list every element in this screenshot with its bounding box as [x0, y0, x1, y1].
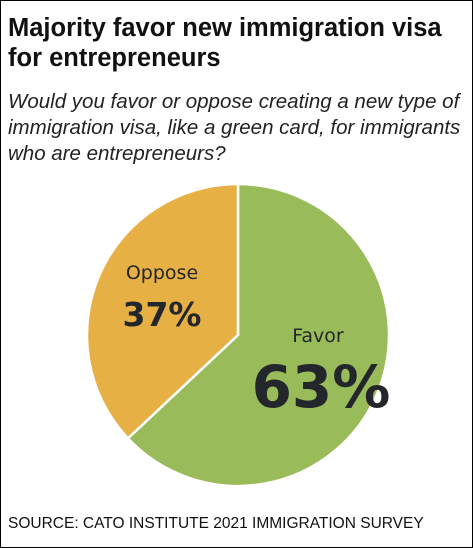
- pie-labels: Favor 63% Oppose 37%: [123, 262, 391, 421]
- pie-slice-oppose: [85, 182, 240, 440]
- slice-label-favor: Favor: [292, 325, 344, 347]
- survey-question: Would you favor or oppose creating a new…: [8, 90, 461, 165]
- source-note: SOURCE: CATO INSTITUTE 2021 IMMIGRATION …: [8, 515, 424, 532]
- slice-value-oppose: 37%: [123, 295, 202, 334]
- slice-value-favor: 63%: [252, 353, 391, 421]
- slice-label-oppose: Oppose: [126, 262, 198, 284]
- chart-title: Majority favor new immigration visa for …: [8, 14, 442, 72]
- pie-slices: [85, 182, 391, 488]
- pie-slice-favor: [126, 182, 391, 488]
